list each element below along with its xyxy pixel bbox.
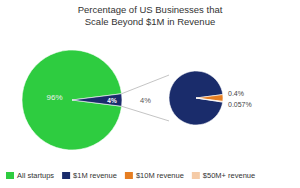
annotation: 0.4% (228, 90, 244, 97)
chart: Percentage of US Businesses thatScale Be… (0, 0, 300, 188)
pie-slice (196, 98, 223, 102)
legend-label: $10M revenue (136, 171, 184, 180)
connector (122, 106, 169, 121)
small-pie (169, 71, 223, 125)
annotation: 0.057% (228, 101, 252, 108)
legend-swatch (192, 172, 200, 179)
connector (122, 75, 169, 94)
pie-slice (196, 95, 223, 102)
annotation: 4% (140, 96, 151, 105)
data-label: 96% (46, 93, 62, 102)
pie-slice (169, 71, 223, 125)
legend-label: $50M+ revenue (203, 171, 255, 180)
pie-slice (72, 94, 122, 107)
legend-swatch (6, 172, 14, 179)
big-pie (22, 50, 122, 150)
legend-label: All startups (17, 171, 54, 180)
pie-slice (22, 50, 122, 150)
legend-swatch (125, 172, 133, 179)
legend: All startups $1M revenue $10M revenue $50M+… (6, 171, 255, 180)
title: Percentage of US Businesses thatScale Be… (78, 4, 223, 27)
legend-label: $1M revenue (73, 171, 117, 180)
legend-swatch (62, 172, 70, 179)
data-label: 4% (107, 97, 117, 104)
